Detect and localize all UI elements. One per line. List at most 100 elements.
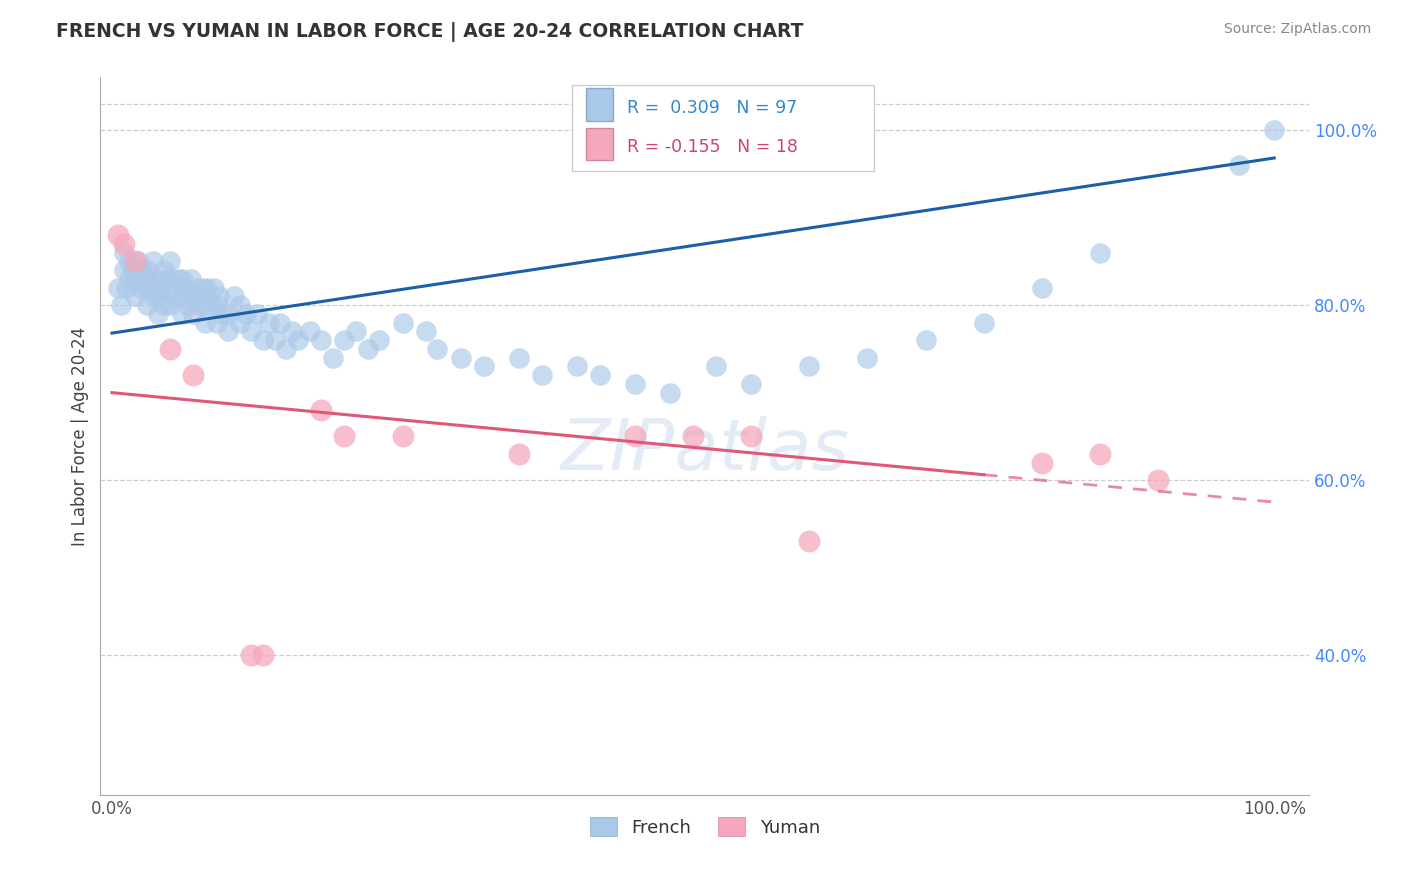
Point: [856, 351, 879, 365]
Point: [142, 254, 165, 268]
Point: [129, 263, 152, 277]
Point: [333, 333, 356, 347]
Point: [135, 263, 157, 277]
Point: [973, 316, 995, 330]
Point: [658, 385, 681, 400]
Point: [368, 333, 391, 347]
Point: [1088, 447, 1111, 461]
Text: Source: ZipAtlas.com: Source: ZipAtlas.com: [1223, 22, 1371, 37]
Text: R = -0.155   N = 18: R = -0.155 N = 18: [627, 137, 799, 155]
Point: [135, 280, 157, 294]
Point: [415, 324, 437, 338]
Point: [391, 316, 413, 330]
Point: [124, 272, 146, 286]
Text: R =  0.309   N = 97: R = 0.309 N = 97: [627, 99, 797, 117]
Legend: French, Yuman: French, Yuman: [582, 810, 827, 844]
Point: [148, 272, 170, 286]
Point: [508, 351, 530, 365]
Point: [333, 429, 356, 443]
Point: [222, 289, 245, 303]
Point: [426, 342, 449, 356]
Point: [240, 324, 263, 338]
Point: [208, 289, 231, 303]
Point: [183, 289, 205, 303]
Point: [148, 307, 170, 321]
Point: [205, 316, 228, 330]
Point: [799, 359, 821, 374]
Point: [682, 429, 704, 443]
Point: [281, 324, 304, 338]
Point: [472, 359, 495, 374]
Point: [127, 254, 149, 268]
Point: [344, 324, 367, 338]
Point: [112, 245, 135, 260]
Point: [450, 351, 472, 365]
Point: [1147, 473, 1170, 487]
Point: [1031, 456, 1053, 470]
Point: [257, 316, 280, 330]
Point: [110, 298, 132, 312]
Point: [235, 307, 257, 321]
Point: [183, 368, 205, 383]
Point: [217, 307, 239, 321]
Point: [704, 359, 727, 374]
Point: [115, 280, 138, 294]
Point: [142, 289, 165, 303]
Point: [170, 307, 193, 321]
Point: [159, 342, 181, 356]
Point: [170, 272, 193, 286]
Point: [309, 403, 332, 417]
Point: [1088, 245, 1111, 260]
Text: FRENCH VS YUMAN IN LABOR FORCE | AGE 20-24 CORRELATION CHART: FRENCH VS YUMAN IN LABOR FORCE | AGE 20-…: [56, 22, 804, 42]
Point: [270, 316, 292, 330]
Point: [180, 272, 202, 286]
Point: [229, 316, 252, 330]
Point: [287, 333, 309, 347]
Point: [159, 254, 181, 268]
Point: [1263, 123, 1285, 137]
Point: [589, 368, 612, 383]
Point: [309, 333, 332, 347]
Point: [153, 263, 176, 277]
Point: [356, 342, 378, 356]
Point: [162, 272, 184, 286]
Point: [176, 298, 198, 312]
Point: [145, 280, 167, 294]
Point: [149, 280, 172, 294]
Point: [118, 254, 141, 268]
Point: [112, 263, 135, 277]
Point: [107, 227, 129, 242]
Point: [194, 298, 217, 312]
Point: [112, 236, 135, 251]
Point: [194, 316, 217, 330]
Point: [195, 280, 218, 294]
Point: [914, 333, 936, 347]
Point: [183, 307, 205, 321]
Point: [565, 359, 588, 374]
Point: [173, 280, 195, 294]
FancyBboxPatch shape: [572, 85, 875, 170]
Point: [240, 648, 263, 663]
Point: [211, 307, 233, 321]
Bar: [586, 88, 613, 120]
Point: [263, 333, 285, 347]
Point: [156, 272, 179, 286]
Point: [276, 342, 298, 356]
Point: [118, 272, 141, 286]
Point: [200, 298, 222, 312]
Point: [1031, 280, 1053, 294]
Point: [134, 272, 156, 286]
Point: [217, 324, 239, 338]
Point: [202, 280, 225, 294]
Point: [624, 376, 647, 391]
Point: [1227, 158, 1250, 172]
Point: [799, 534, 821, 549]
Point: [205, 298, 228, 312]
Point: [135, 298, 157, 312]
Point: [740, 376, 762, 391]
Point: [508, 447, 530, 461]
Point: [165, 289, 187, 303]
Point: [252, 648, 274, 663]
Point: [252, 333, 274, 347]
Point: [159, 280, 181, 294]
